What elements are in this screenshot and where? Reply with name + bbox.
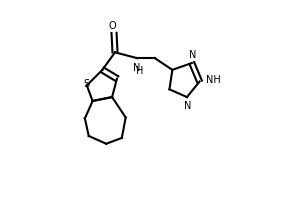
Text: H: H xyxy=(136,66,143,76)
Text: N: N xyxy=(133,63,140,73)
Text: S: S xyxy=(84,79,90,89)
Text: N: N xyxy=(184,101,192,111)
Text: N: N xyxy=(189,50,196,60)
Text: O: O xyxy=(108,21,116,31)
Text: NH: NH xyxy=(206,75,221,85)
